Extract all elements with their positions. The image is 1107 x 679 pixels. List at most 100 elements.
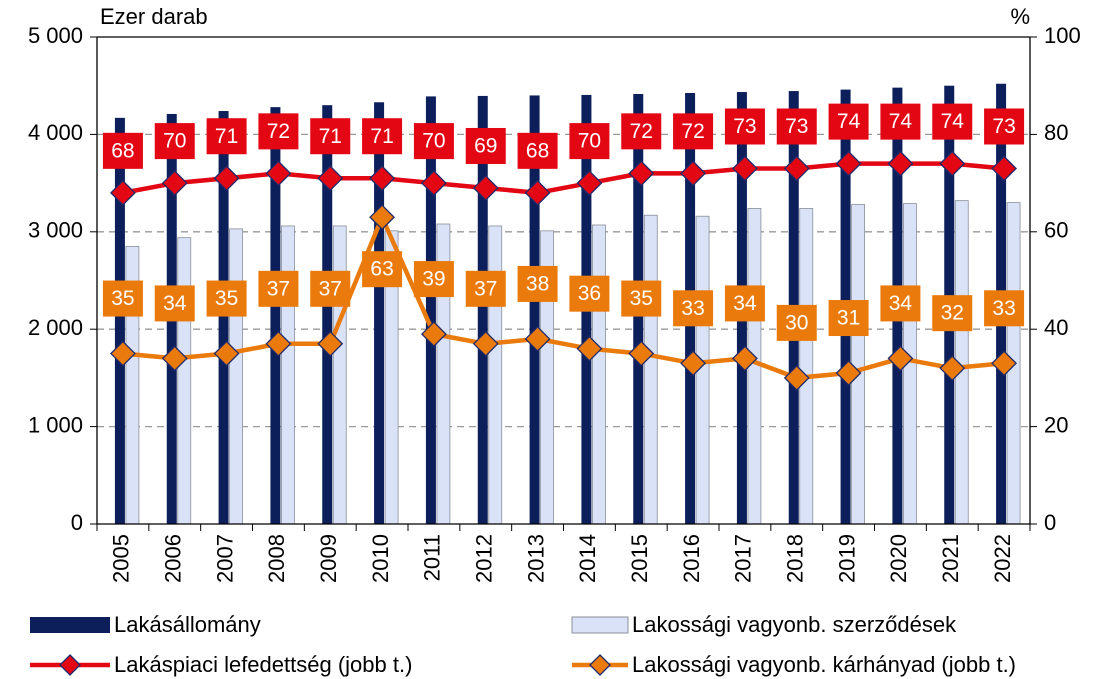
marker	[161, 170, 188, 197]
data-label: 30	[785, 311, 808, 334]
data-label: 70	[578, 130, 601, 153]
marker	[783, 364, 810, 391]
data-label-box	[724, 108, 765, 145]
marker	[265, 160, 292, 187]
bar	[322, 105, 333, 525]
data-label-box	[102, 132, 143, 169]
data-label: 71	[370, 125, 393, 148]
data-label-box	[984, 290, 1025, 327]
data-label-box	[465, 127, 506, 164]
data-label: 34	[889, 292, 913, 315]
marker	[887, 345, 914, 372]
data-label: 37	[319, 277, 342, 300]
marker	[576, 335, 603, 362]
data-label: 33	[681, 297, 704, 320]
y2-tick-label: 40	[1044, 315, 1068, 340]
marker	[524, 179, 551, 206]
data-label-box	[154, 123, 195, 160]
marker	[731, 345, 758, 372]
y-axis-label: Ezer darab	[100, 4, 208, 29]
marker	[991, 350, 1017, 377]
y-tick-label: 5 000	[28, 23, 83, 48]
marker	[109, 179, 136, 206]
marker	[576, 170, 603, 197]
bar	[374, 102, 385, 525]
legend-swatch	[571, 616, 629, 634]
legend-marker	[589, 654, 611, 676]
x-tick-label: 2017	[731, 534, 756, 583]
marker	[835, 360, 862, 386]
y-tick-label: 2 000	[28, 315, 83, 340]
y2-tick-label: 100	[1044, 23, 1081, 48]
data-label: 37	[474, 277, 497, 300]
data-label: 70	[422, 130, 445, 153]
data-label: 74	[889, 110, 913, 133]
x-tick-label: 2016	[679, 534, 704, 583]
bar	[281, 225, 295, 525]
legend-label: Lakásállomány	[114, 612, 261, 637]
data-label: 71	[319, 125, 342, 148]
legend-label: Lakossági vagyonb. kárhányad (jobb t.)	[632, 652, 1016, 677]
marker	[265, 330, 292, 357]
y-tick-label: 0	[71, 510, 83, 535]
data-label: 35	[111, 287, 134, 310]
data-label-box	[569, 123, 610, 160]
data-label-box	[517, 132, 558, 169]
legend-marker	[59, 654, 81, 676]
marker	[835, 150, 862, 177]
data-label: 68	[526, 139, 549, 162]
legend-label: Lakossági vagyonb. szerződések	[632, 612, 957, 637]
y-tick-label: 4 000	[28, 120, 83, 145]
data-label-box	[932, 295, 973, 332]
data-label: 32	[941, 302, 964, 325]
marker	[939, 355, 966, 382]
data-label-box	[724, 285, 765, 322]
data-label: 74	[941, 110, 965, 133]
x-tick-label: 2007	[212, 534, 237, 583]
x-tick-label: 2021	[938, 534, 963, 583]
marker	[420, 321, 447, 347]
marker	[420, 170, 447, 197]
data-label: 38	[526, 272, 549, 295]
marker	[939, 150, 966, 177]
data-label-box	[828, 300, 869, 337]
bar	[488, 225, 503, 525]
data-label-box	[258, 113, 299, 150]
data-label-box	[621, 280, 662, 317]
y2-tick-label: 0	[1044, 510, 1056, 535]
data-label-box	[154, 285, 195, 322]
y2-axis-label: %	[1010, 4, 1030, 29]
data-label-box	[413, 123, 454, 160]
bar	[332, 225, 347, 525]
data-label: 70	[163, 130, 186, 153]
data-label: 39	[422, 268, 445, 291]
x-tick-label: 2019	[834, 534, 859, 583]
x-tick-label: 2015	[627, 534, 652, 583]
data-label-box	[569, 275, 610, 312]
y2-tick-label: 60	[1044, 218, 1068, 243]
data-label: 74	[837, 110, 861, 133]
y2-tick-label: 20	[1044, 412, 1068, 437]
bar	[177, 237, 192, 525]
marker	[887, 150, 914, 177]
data-label: 37	[267, 277, 290, 300]
data-label: 73	[785, 115, 808, 138]
legend-label: Lakáspiaci lefedettség (jobb t.)	[114, 652, 412, 677]
data-label: 72	[630, 120, 653, 143]
x-tick-label: 2022	[990, 534, 1015, 583]
data-label-box	[828, 103, 869, 140]
data-label-box	[880, 285, 921, 322]
data-label-box	[465, 270, 506, 307]
data-label-box	[206, 280, 247, 317]
data-label-box	[258, 270, 299, 307]
data-label-box	[776, 304, 817, 341]
marker	[628, 160, 655, 187]
line	[122, 161, 1005, 196]
marker	[369, 204, 396, 231]
data-label-box	[362, 251, 403, 288]
x-tick-label: 2009	[316, 534, 341, 583]
bar	[270, 107, 281, 525]
marker	[783, 155, 810, 182]
bar	[425, 96, 436, 524]
